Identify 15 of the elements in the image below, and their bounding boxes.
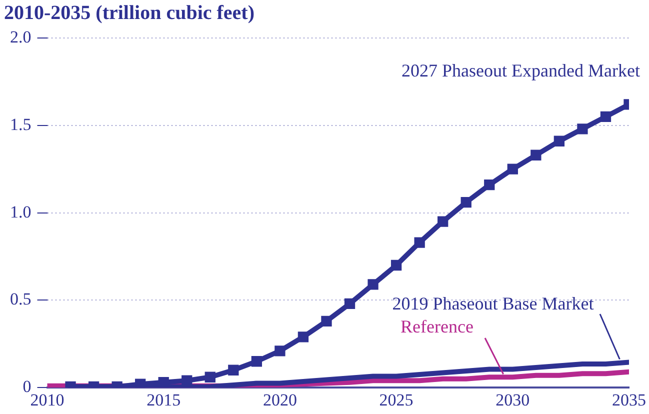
chart-title: 2010-2035 (trillion cubic feet)	[4, 2, 254, 24]
y-tick-label: 2.0	[10, 27, 32, 46]
y-tick-label: 1.0	[10, 202, 32, 222]
y-tick-label: 0	[22, 377, 32, 396]
series-label: 2027 Phaseout Expanded Market	[402, 60, 640, 81]
x-tick-label: 2015	[146, 390, 181, 410]
y-tick-label: 1.5	[10, 114, 32, 134]
x-tick-label: 2030	[496, 390, 530, 410]
x-tick-label: 2025	[379, 390, 414, 410]
x-tick-label: 2035	[612, 390, 646, 410]
y-tick-label: 0.5	[10, 290, 32, 309]
text: Reference	[400, 316, 474, 337]
x-tick-label: 2020	[262, 390, 297, 410]
text: 2019 Phaseout Base Market	[392, 294, 594, 314]
x-tick-label: 2010	[30, 390, 64, 410]
